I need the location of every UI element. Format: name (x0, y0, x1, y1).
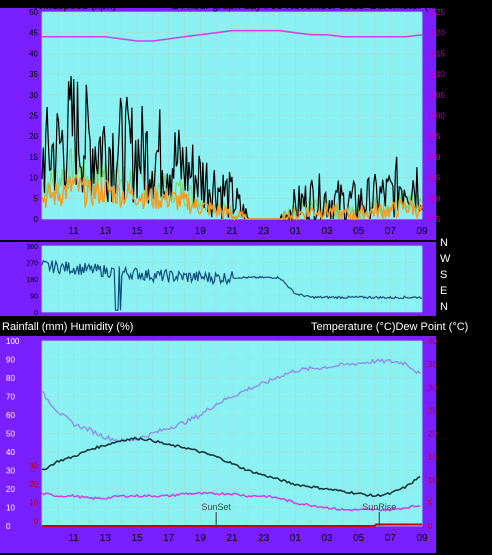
wind-y-tick-label: 45 (29, 29, 38, 38)
barometer-y-tick-label: 995 (427, 132, 441, 141)
humidity-series (41, 357, 421, 443)
temperature-y-tick-label: 10 (428, 476, 437, 485)
temperature-y-tick-label: 30 (428, 383, 437, 392)
direction-y-tick-label: 180 (26, 277, 38, 284)
x-tick-label: 21 (226, 226, 238, 237)
compass-label-n: N (440, 301, 448, 313)
humidity-y-tick-label: 50 (6, 430, 15, 439)
wind-y-tick-label: 0 (34, 215, 39, 224)
wind-gust-series (41, 75, 423, 222)
barometer-y-tick-label: 1025 (427, 8, 445, 17)
temperature-y-tick-label: 25 (428, 406, 437, 415)
humidity-y-tick-label: 70 (6, 393, 15, 402)
rainfall-y-tick-label: 30 (29, 462, 38, 471)
wind-y-tick-label: 35 (29, 70, 38, 79)
windspeed-axis-title: Windspeed (kph) (33, 0, 117, 12)
x-tick-label: 05 (353, 533, 365, 544)
sunset-label: SunSet (201, 502, 231, 512)
x-tick-label: 19 (195, 226, 207, 237)
x-tick-label: 17 (163, 226, 175, 237)
barometer-y-tick-label: 980 (427, 194, 441, 203)
x-tick-label: 17 (163, 533, 175, 544)
x-tick-label: 13 (100, 533, 112, 544)
dewpoint-series (41, 491, 421, 512)
temperature-y-tick-label: 5 (428, 499, 433, 508)
humidity-y-tick-label: 60 (6, 411, 15, 420)
humidity-y-tick-label: 10 (6, 504, 15, 513)
x-tick-label: 21 (226, 533, 238, 544)
direction-y-tick-label: 0 (34, 310, 38, 317)
rainfall-y-tick-label: 10 (29, 499, 38, 508)
direction-y-tick-label: 360 (26, 244, 38, 251)
barometer-y-tick-label: 1010 (427, 70, 445, 79)
wind-average-series (41, 174, 423, 222)
x-tick-label: 15 (131, 533, 143, 544)
barometer-axis-title: Barometer (hpa) (370, 0, 451, 12)
humidity-y-tick-label: 0 (6, 522, 11, 531)
x-tick-label: 03 (321, 533, 333, 544)
temperature-y-tick-label: 15 (428, 453, 437, 462)
x-tick-label: 19 (195, 533, 207, 544)
rainfall-y-tick-label: 20 (29, 480, 38, 489)
humidity-y-tick-label: 90 (6, 356, 15, 365)
x-tick-label: 01 (290, 533, 302, 544)
x-tick-label: 01 (290, 226, 302, 237)
temperature-y-tick-label: 0 (428, 522, 433, 531)
barometer-y-tick-label: 975 (427, 215, 441, 224)
wind-y-tick-label: 25 (29, 112, 38, 121)
x-tick-label: 07 (385, 226, 397, 237)
wind-y-tick-label: 5 (34, 194, 39, 203)
wind-y-tick-label: 15 (29, 153, 38, 162)
compass-label-e: E (440, 285, 447, 297)
x-tick-label: 15 (131, 226, 143, 237)
x-tick-label: 07 (385, 533, 397, 544)
rainfall-series (42, 523, 422, 527)
rainfall-y-tick-label: 0 (34, 517, 39, 526)
direction-y-tick-label: 270 (26, 261, 38, 268)
x-tick-label: 13 (100, 226, 112, 237)
x-tick-label: 03 (321, 226, 333, 237)
wind-y-tick-label: 20 (29, 132, 38, 141)
wind-y-tick-label: 50 (29, 8, 38, 17)
x-tick-label: 11 (68, 226, 79, 237)
humidity-y-tick-label: 40 (6, 448, 15, 457)
temperature-y-tick-label: 35 (428, 360, 437, 369)
rain-humidity-axis-title: Rainfall (mm) Humidity (%) (2, 321, 134, 333)
temperature-dewpoint-axis-title: Temperature (°C)Dew Point (°C) (311, 321, 469, 333)
temperature-y-tick-label: 40 (428, 337, 437, 346)
x-tick-label: 05 (353, 226, 365, 237)
wind-y-tick-label: 30 (29, 91, 38, 100)
x-tick-label: 11 (68, 533, 79, 544)
compass-label-s: S (440, 269, 447, 281)
chart-title: 24 hour graph day : 08 November 2018 (172, 0, 365, 12)
x-tick-label: 23 (258, 533, 270, 544)
humidity-y-tick-label: 80 (6, 374, 15, 383)
humidity-y-tick-label: 30 (6, 467, 15, 476)
barometer-y-tick-label: 985 (427, 174, 441, 183)
compass-label-n: N (440, 237, 448, 249)
humidity-y-tick-label: 20 (6, 485, 15, 494)
wind-y-tick-label: 10 (29, 174, 38, 183)
compass-label-w: W (440, 253, 451, 265)
barometer-y-tick-label: 1015 (427, 49, 445, 58)
x-tick-label: 09 (416, 226, 428, 237)
direction-y-tick-label: 90 (30, 294, 38, 301)
humidity-y-tick-label: 100 (6, 337, 20, 346)
barometer-y-tick-label: 1005 (427, 91, 445, 100)
wind-direction-series (41, 259, 422, 311)
wind-y-tick-label: 40 (29, 49, 38, 58)
x-tick-label: 23 (258, 226, 270, 237)
temperature-y-tick-label: 20 (428, 430, 437, 439)
barometer-y-tick-label: 990 (427, 153, 441, 162)
barometer-y-tick-label: 1020 (427, 29, 445, 38)
temperature-series (41, 436, 421, 498)
x-tick-label: 09 (416, 533, 428, 544)
barometer-y-tick-label: 1000 (427, 112, 445, 121)
sunrise-label: SunRise (362, 502, 396, 512)
barometer-series (42, 29, 423, 42)
